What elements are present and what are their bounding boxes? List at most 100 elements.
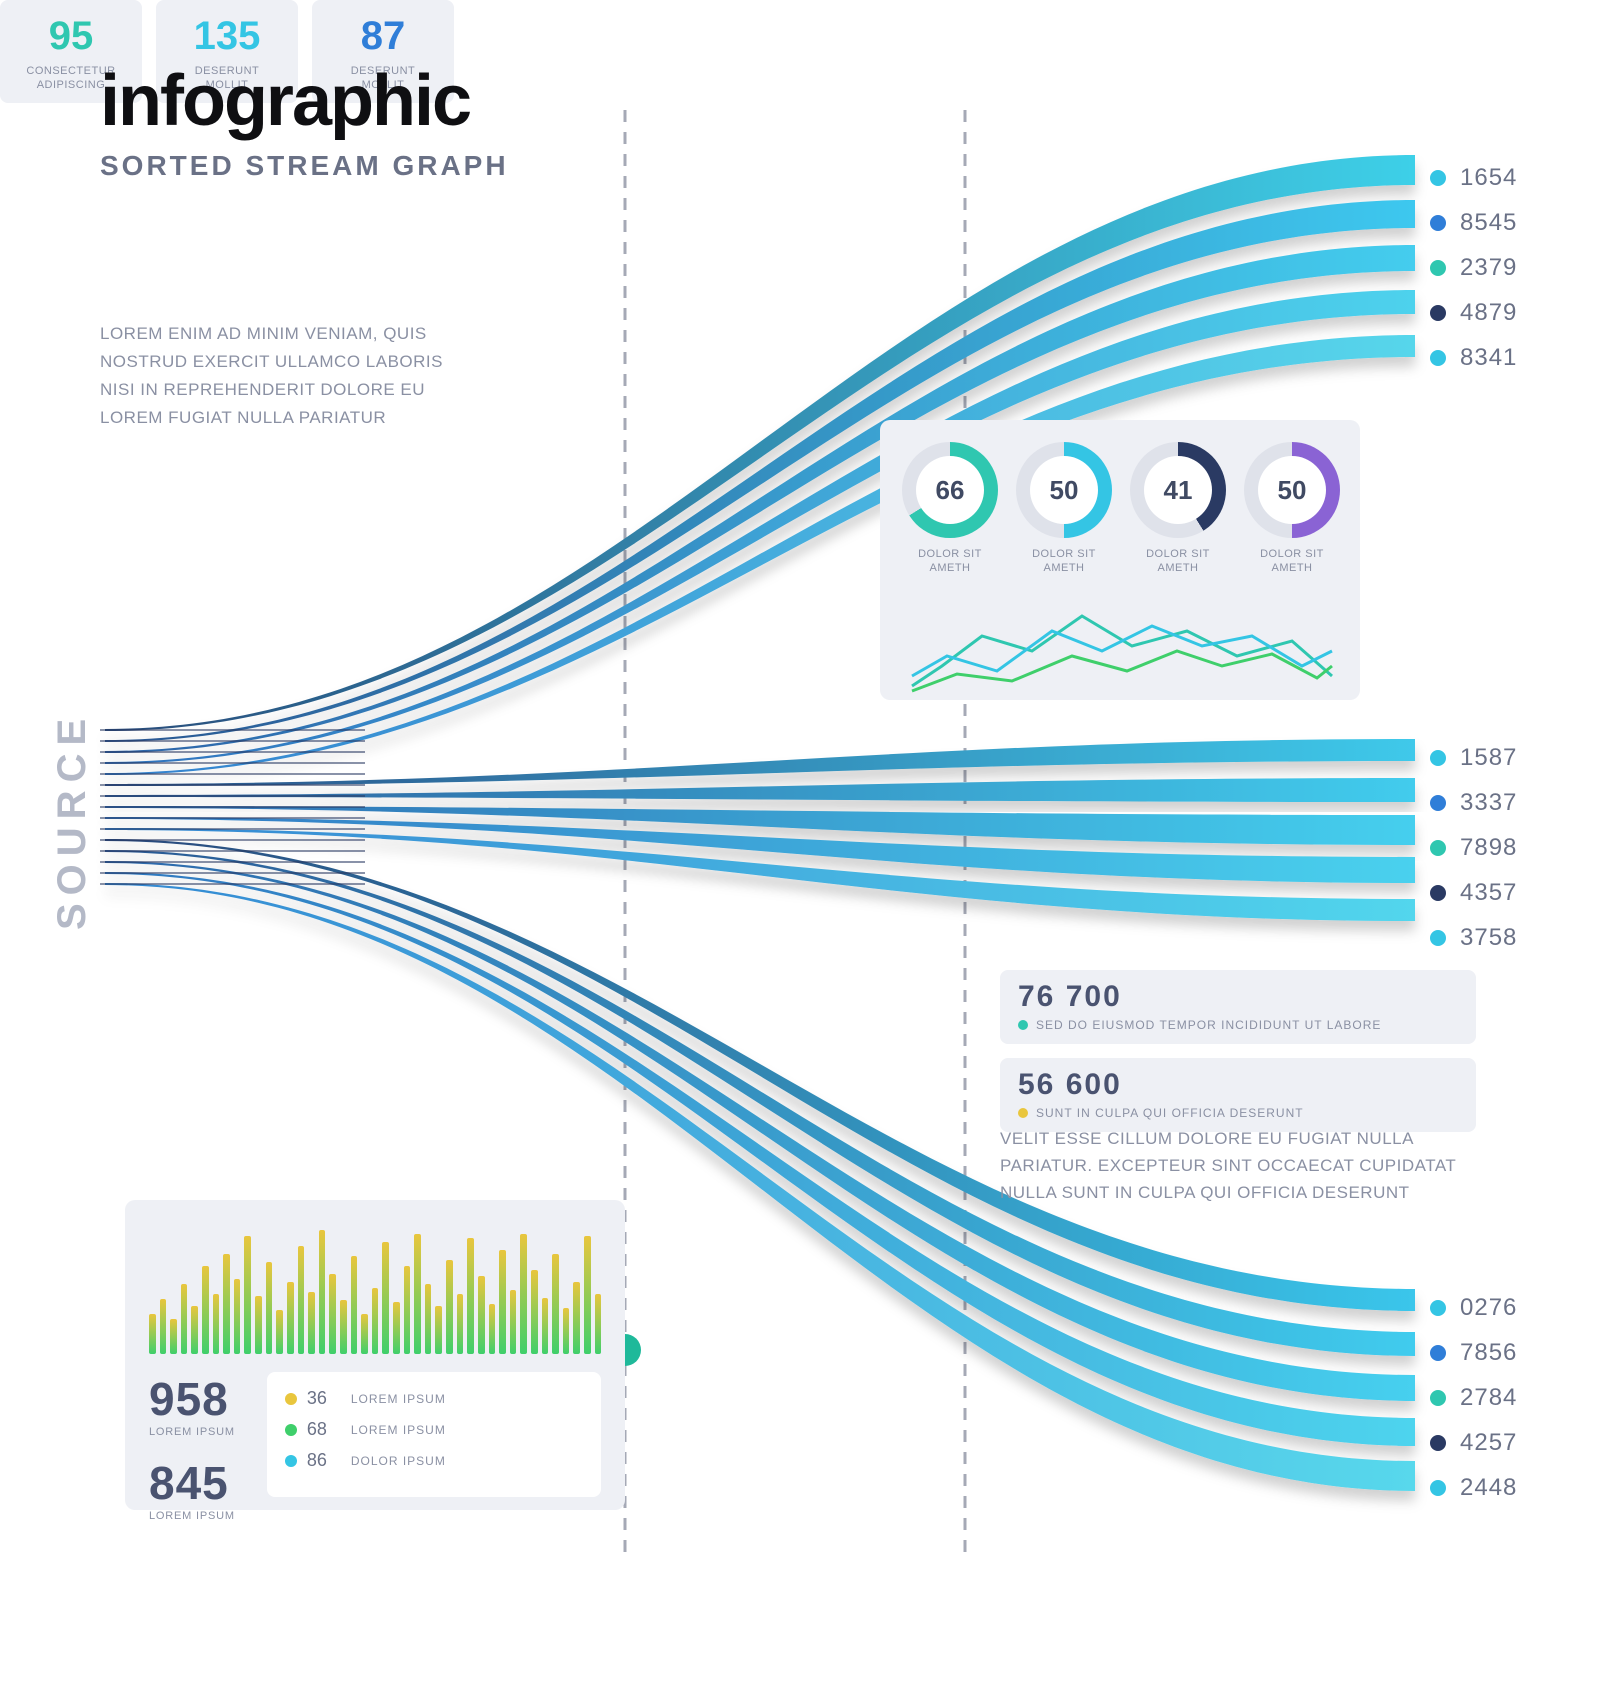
bar-chart-mini [149,1224,601,1354]
legend-value: 4357 [1460,879,1517,907]
donut: 50DOLOR SIT AMETH [1016,442,1112,576]
legend-item: 1654 [1430,155,1590,200]
mini-bar [170,1319,177,1354]
body-text-right: VELIT ESSE CILLUM DOLORE EU FUGIAT NULLA… [1000,1125,1460,1207]
legend-dot-icon [1430,1345,1446,1361]
mini-stat: 36LOREM IPSUM [285,1388,583,1409]
legend-value: 3758 [1460,924,1517,952]
big-data-card: 958 LOREM IPSUM 845 LOREM IPSUM 36LOREM … [125,1200,625,1510]
legend-dot-icon [1430,170,1446,186]
sparkline-chart [902,596,1338,706]
legend-item: 3337 [1430,780,1590,825]
legend-value: 4879 [1460,299,1517,327]
small-card: 76 700 SED DO EIUSMOD TEMPOR INCIDIDUNT U… [1000,970,1476,1044]
legend-item: 8545 [1430,200,1590,245]
legend-value: 2448 [1460,1474,1517,1502]
legend-dot-icon [1430,750,1446,766]
mini-bar [520,1234,527,1354]
mini-bar [435,1306,442,1354]
mini-bar [510,1290,517,1354]
donut-caption: DOLOR SIT AMETH [1016,548,1112,576]
donut-value: 66 [936,475,965,506]
donut: 66 DOLOR SIT AMETH [902,442,998,576]
donut-value: 50 [1278,475,1307,506]
mini-bar [478,1276,485,1354]
stream-band [105,778,1415,802]
legend-value: 0276 [1460,1294,1517,1322]
infographic-stage: infographic SORTED STREAM GRAPH SOURCE L… [0,0,1600,1690]
mini-bar [584,1236,591,1354]
legend-value: 2784 [1460,1384,1517,1412]
small-card-value: 76 700 [1018,980,1458,1014]
mini-bar [223,1254,230,1354]
mini-bar [404,1266,411,1354]
legend-dot-icon [1430,795,1446,811]
legend-item: 7856 [1430,1330,1590,1375]
mini-bar [329,1274,336,1354]
donut-caption: DOLOR SIT AMETH [1130,548,1226,576]
dot-icon [285,1455,297,1467]
mini-bar [414,1234,421,1354]
mini-bar [563,1308,570,1354]
donut-row: 66DOLOR SIT AMETH50DOLOR SIT AMETH41DOLO… [902,442,1338,576]
big-stat-0-value: 958 [149,1372,235,1426]
mini-bar [531,1270,538,1354]
mini-bar [382,1242,389,1354]
mini-bar [467,1238,474,1354]
mini-bar [202,1266,209,1354]
legend-value: 4257 [1460,1429,1517,1457]
mini-bar [181,1284,188,1354]
dot-icon [285,1424,297,1436]
legend-group-bottom: 0276 7856 2784 4257 2448 [1430,1285,1590,1510]
mini-bar [542,1298,549,1354]
small-card-caption: SED DO EIUSMOD TEMPOR INCIDIDUNT UT LABO… [1036,1018,1381,1032]
mini-bar [213,1294,220,1354]
legend-item: 7898 [1430,825,1590,870]
mini-bar [489,1304,496,1354]
legend-value: 1587 [1460,744,1517,772]
mini-bar [573,1282,580,1354]
dot-icon [1018,1108,1028,1118]
legend-value: 2379 [1460,254,1517,282]
donut-caption: DOLOR SIT AMETH [902,548,998,576]
legend-dot-icon [1430,350,1446,366]
mini-bar [425,1284,432,1354]
donut: 41 DOLOR SIT AMETH [1130,442,1226,576]
mini-bar [191,1306,198,1354]
big-stat-0-caption: LOREM IPSUM [149,1426,235,1438]
mini-stat-caption: DOLOR IPSUM [351,1454,446,1468]
legend-value: 3337 [1460,789,1517,817]
small-card: 56 600SUNT IN CULPA QUI OFFICIA DESERUNT [1000,1058,1476,1132]
mini-bar [499,1250,506,1354]
legend-value: 7856 [1460,1339,1517,1367]
donut: 50DOLOR SIT AMETH [1244,442,1340,576]
small-card-value: 56 600 [1018,1068,1458,1102]
mini-bar [244,1236,251,1354]
mini-bar [149,1314,156,1354]
legend-value: 8545 [1460,209,1517,237]
mini-bar [287,1282,294,1354]
legend-value: 1654 [1460,164,1517,192]
legend-dot-icon [1430,305,1446,321]
legend-value: 8341 [1460,344,1517,372]
legend-dot-icon [1430,1480,1446,1496]
mini-bar [372,1288,379,1354]
mini-bar [351,1256,358,1354]
legend-dot-icon [1430,1390,1446,1406]
mini-bar [595,1294,602,1354]
mini-bar [457,1294,464,1354]
legend-item: 3758 [1430,915,1590,960]
mini-stat-caption: LOREM IPSUM [351,1392,446,1406]
mini-bar [340,1300,347,1354]
big-stat-1-caption: LOREM IPSUM [149,1510,235,1522]
dot-icon [1018,1020,1028,1030]
mini-bar [393,1302,400,1354]
mini-bar [234,1279,241,1354]
donut-value: 41 [1164,475,1193,506]
legend-dot-icon [1430,215,1446,231]
mini-stat: 86DOLOR IPSUM [285,1450,583,1471]
big-stat-1-value: 845 [149,1456,235,1510]
mini-bar [255,1296,262,1354]
mini-bar [308,1292,315,1354]
legend-dot-icon [1430,885,1446,901]
